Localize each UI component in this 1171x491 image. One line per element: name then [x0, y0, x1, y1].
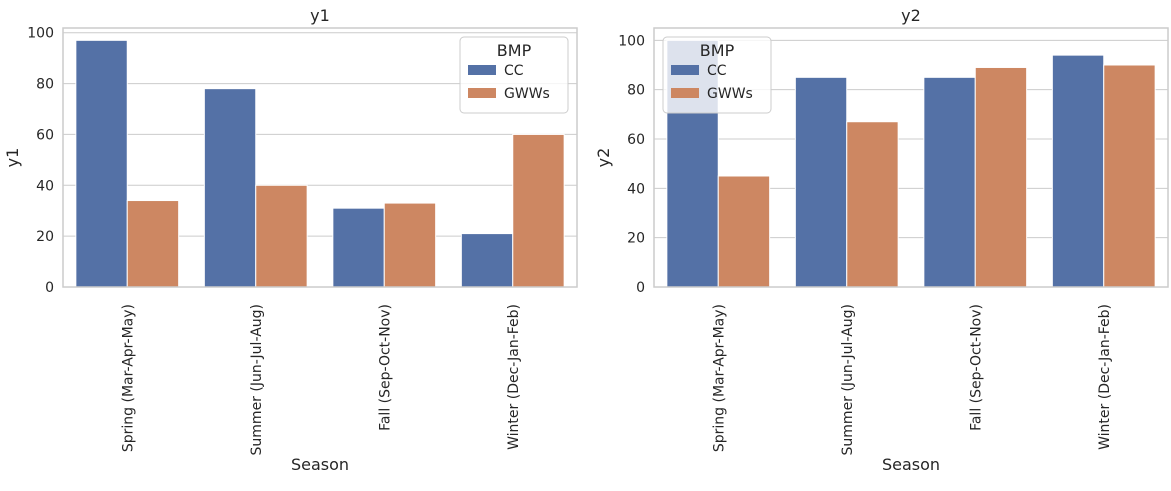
bar-gwws — [717, 175, 771, 288]
bar-cc — [794, 76, 848, 288]
y-tick-label: 80 — [36, 77, 54, 93]
y-tick-label: 100 — [27, 26, 54, 42]
legend-label-cc: CC — [504, 63, 524, 79]
bar-cc — [75, 39, 128, 288]
chart-panel-y1: 0 20 40 60 80 100 Spring (Mar-Apr-May) Summer (… — [3, 6, 578, 474]
x-axis-label: Season — [291, 455, 349, 474]
legend-title: BMP — [497, 41, 532, 60]
y-tick-label: 0 — [636, 280, 645, 296]
bar-cc — [332, 207, 385, 288]
legend-swatch-gwws — [671, 88, 699, 98]
bar-cc — [1051, 54, 1105, 288]
x-axis-label: Season — [882, 455, 940, 474]
y-tick-label: 60 — [627, 132, 645, 148]
axes-frame — [653, 27, 1169, 288]
legend-title: BMP — [700, 41, 735, 60]
bar-cc — [923, 76, 976, 288]
bar-cc — [203, 88, 257, 288]
legend: BMP CC GWWs — [459, 36, 569, 114]
bar-gwws — [126, 200, 180, 288]
y-tick-label: 80 — [627, 83, 645, 99]
legend-swatch-cc — [468, 65, 496, 75]
y-tick-label: 40 — [627, 181, 645, 197]
chart-panel-y2: 0 20 40 60 80 100 Spring (Mar-Apr-May) Summer (… — [594, 6, 1169, 474]
y-tick-label: 20 — [36, 229, 54, 245]
x-tick-label: Summer (Jun-Jul-Aug) — [840, 304, 856, 455]
x-tick-label: Spring (Mar-Apr-May) — [120, 304, 136, 452]
x-tick-label: Winter (Dec-Jan-Feb) — [1097, 304, 1113, 450]
chart-title: y1 — [310, 6, 330, 25]
x-tick-label: Fall (Sep-Oct-Nov) — [377, 304, 393, 431]
y-tick-label: 40 — [36, 178, 54, 194]
y-tick-label: 0 — [45, 280, 54, 296]
bar-gwws — [512, 133, 565, 288]
legend-label-gwws: GWWs — [707, 86, 753, 102]
y-axis-label: y1 — [3, 148, 22, 168]
legend-label-cc: CC — [707, 63, 727, 79]
legend-swatch-gwws — [468, 88, 496, 98]
x-tick-label: Fall (Sep-Oct-Nov) — [968, 304, 984, 431]
y-tick-label: 20 — [627, 231, 645, 247]
bar-gwws — [1103, 64, 1156, 288]
bar-gwws — [974, 66, 1028, 288]
legend-swatch-cc — [671, 65, 699, 75]
x-tick-label: Winter (Dec-Jan-Feb) — [506, 304, 522, 450]
x-tick-label: Summer (Jun-Jul-Aug) — [249, 304, 265, 455]
bar-cc — [460, 233, 514, 288]
axes-frame — [62, 27, 578, 288]
y-tick-label: 100 — [618, 33, 645, 49]
y-axis-label: y2 — [594, 148, 613, 168]
bar-gwws — [255, 184, 308, 288]
chart-title: y2 — [901, 6, 921, 25]
legend: BMP CC GWWs — [662, 36, 772, 114]
bar-gwws — [383, 202, 437, 288]
bar-gwws — [846, 121, 899, 288]
y-tick-label: 60 — [36, 127, 54, 143]
legend-label-gwws: GWWs — [504, 86, 550, 102]
x-tick-label: Spring (Mar-Apr-May) — [711, 304, 727, 452]
